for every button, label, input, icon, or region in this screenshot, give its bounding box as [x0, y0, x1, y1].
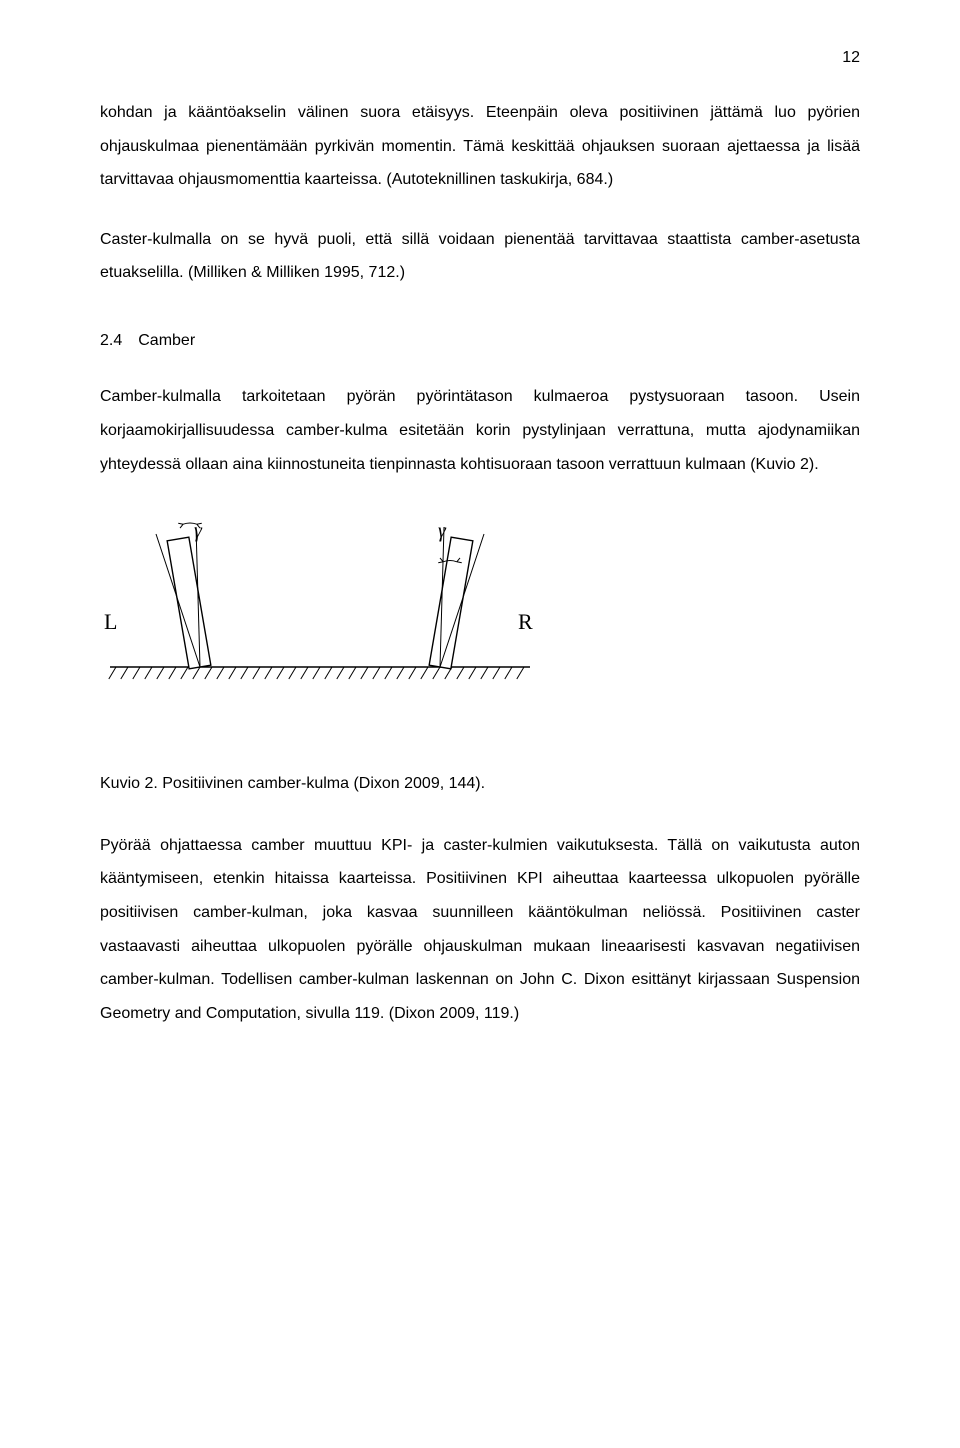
paragraph-3: Camber-kulmalla tarkoitetaan pyörän pyör… — [100, 380, 860, 481]
paragraph-4: Pyörää ohjattaessa camber muuttuu KPI- j… — [100, 829, 860, 1031]
page-number: 12 — [100, 50, 860, 66]
figure-caption: Kuvio 2. Positiivinen camber-kulma (Dixo… — [100, 767, 860, 801]
paragraph-2: Caster-kulmalla on se hyvä puoli, että s… — [100, 223, 860, 290]
section-heading-camber: 2.4 Camber — [100, 330, 860, 352]
svg-text:γ: γ — [438, 520, 447, 542]
svg-text:γ: γ — [194, 520, 203, 542]
figure-camber-diagram: γ γ L R — [100, 517, 860, 697]
svg-text:L: L — [104, 609, 117, 634]
paragraph-1: kohdan ja kääntöakselin välinen suora et… — [100, 96, 860, 197]
svg-text:R: R — [518, 609, 533, 634]
